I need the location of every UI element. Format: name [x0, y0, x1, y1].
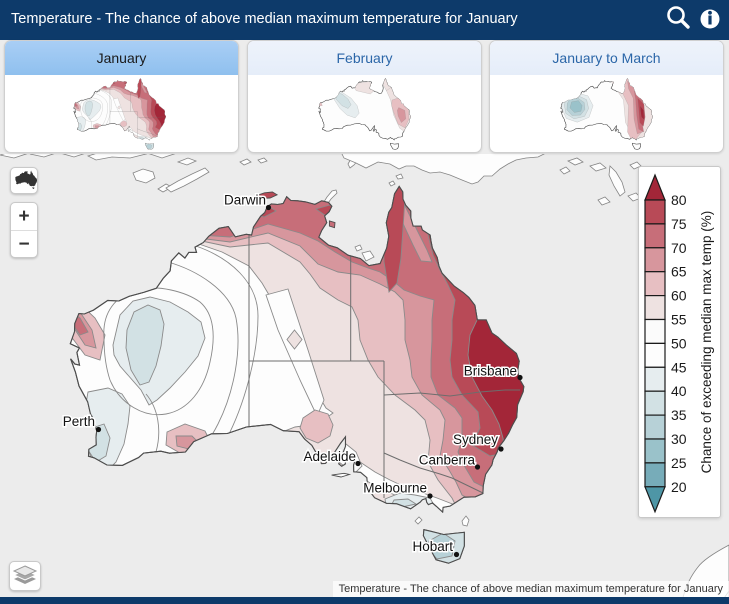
svg-text:Darwin: Darwin [224, 193, 266, 208]
svg-text:Canberra: Canberra [419, 453, 476, 468]
svg-text:Brisbane: Brisbane [464, 364, 517, 379]
svg-text:Hobart: Hobart [412, 539, 453, 554]
svg-text:Perth: Perth [63, 414, 95, 429]
svg-text:35: 35 [671, 407, 687, 423]
svg-text:50: 50 [671, 335, 687, 351]
svg-text:80: 80 [671, 192, 687, 208]
svg-text:Adelaide: Adelaide [303, 449, 356, 464]
svg-text:60: 60 [671, 288, 687, 304]
svg-text:30: 30 [671, 431, 687, 447]
svg-text:45: 45 [671, 359, 687, 375]
svg-text:65: 65 [671, 264, 687, 280]
svg-text:Sydney: Sydney [453, 432, 498, 447]
svg-text:25: 25 [671, 455, 687, 471]
svg-text:70: 70 [671, 240, 687, 256]
svg-text:55: 55 [671, 312, 687, 328]
svg-text:Melbourne: Melbourne [363, 481, 427, 496]
svg-text:75: 75 [671, 216, 687, 232]
svg-text:40: 40 [671, 383, 687, 399]
svg-text:20: 20 [671, 479, 687, 495]
